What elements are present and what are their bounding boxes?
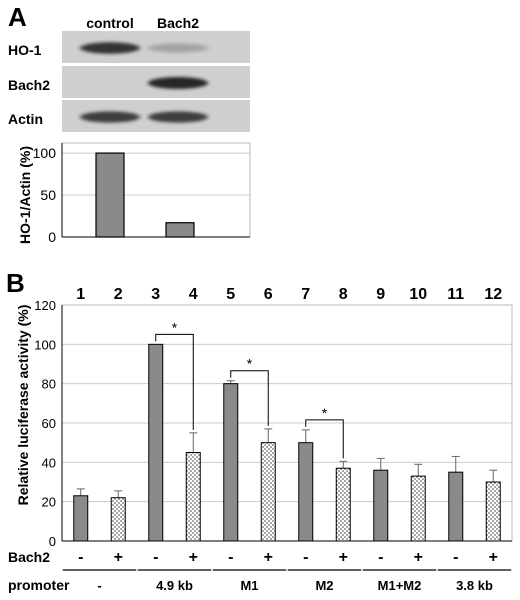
lane-number: 3	[151, 286, 160, 303]
bach2-signs: - + - + - + - + - + - +	[78, 549, 498, 566]
chart-b-bar-7	[298, 442, 314, 542]
chart-a-ytick-label: 0	[48, 229, 56, 245]
chart-a-ylabel: HO-1/Actin (%)	[17, 146, 33, 244]
bach2-sign: +	[339, 549, 348, 566]
bach2-sign: -	[453, 549, 458, 566]
chart-b-ytick-label: 100	[34, 337, 56, 352]
significance-bracket	[155, 333, 194, 430]
significance-asterisk: *	[247, 356, 253, 372]
promoter-group-label: M2	[315, 578, 333, 593]
bach2-sign: +	[189, 549, 198, 566]
bach2-sign: -	[228, 549, 233, 566]
lane-number: 11	[447, 286, 464, 303]
lane-number: 4	[189, 286, 198, 303]
lane-number: 5	[226, 286, 235, 303]
blot-band	[148, 111, 208, 123]
chart-b-bar-1	[73, 495, 89, 542]
significance-asterisk: *	[322, 405, 328, 421]
bach2-sign: +	[264, 549, 273, 566]
lane-numbers: 1 2 3 4 5 6 7 8 9 10 11 12	[76, 286, 502, 303]
bach2-sign: -	[153, 549, 158, 566]
significance-bracket	[230, 370, 269, 426]
bach2-sign: +	[489, 549, 498, 566]
panel-a-letter: A	[8, 2, 27, 32]
lane-number: 6	[264, 286, 273, 303]
chart-b-bar-3	[148, 343, 164, 542]
blot-band	[80, 42, 140, 54]
promoter-group-label: M1	[240, 578, 258, 593]
promoter-group-label: M1+M2	[378, 578, 422, 593]
panel-b-letter: B	[6, 268, 25, 298]
blot-band	[148, 43, 208, 53]
chart-a-frame	[61, 142, 251, 238]
bach2-row-label: Bach2	[8, 549, 50, 565]
blot-row-label-bach2: Bach2	[8, 77, 50, 93]
western-blot	[62, 31, 250, 132]
bach2-sign: +	[414, 549, 423, 566]
chart-a-ytick-label: 100	[33, 145, 57, 161]
blot-band	[148, 77, 208, 89]
chart-b-bar-9	[373, 469, 389, 542]
lane-number: 7	[301, 286, 310, 303]
chart-b-bar-5	[223, 383, 239, 542]
chart-b-bar-4	[185, 452, 201, 542]
bach2-sign: -	[303, 549, 308, 566]
chart-ho1-actin: 0 50 100	[33, 142, 251, 245]
promoter-group-label: -	[97, 578, 101, 593]
promoter-row-label: promoter	[8, 577, 70, 593]
chart-a-bar-control	[95, 152, 125, 238]
significance-asterisk: *	[172, 319, 178, 335]
lane-number: 12	[484, 286, 502, 303]
blot-band	[80, 111, 140, 123]
lane-number: 10	[409, 286, 427, 303]
chart-b-bar-2	[110, 497, 126, 542]
promoter-group-label: 3.8 kb	[456, 578, 493, 593]
promoter-group-label: 4.9 kb	[156, 578, 193, 593]
blot-row-label-ho1: HO-1	[8, 42, 42, 58]
blot-row-label-actin: Actin	[8, 111, 43, 127]
chart-b-ytick-label: 60	[42, 416, 56, 431]
significance-bracket	[305, 419, 344, 459]
promoter-groups: - 4.9 kb M1 M2 M1+M2 3.8 kb	[62, 569, 512, 593]
bach2-sign: -	[78, 549, 83, 566]
chart-b-ytick-label: 20	[42, 495, 56, 510]
bach2-sign: +	[114, 549, 123, 566]
blot-lane-label-control: control	[86, 15, 133, 31]
lane-number: 9	[376, 286, 385, 303]
chart-luciferase: 0 20 40 60 80 100 120 * * *	[34, 298, 513, 549]
lane-number: 1	[76, 286, 85, 303]
bach2-sign: -	[378, 549, 383, 566]
chart-a-bar-bach2	[165, 222, 195, 238]
chart-b-bar-11	[448, 471, 464, 542]
lane-number: 2	[114, 286, 123, 303]
chart-b-ytick-label: 80	[42, 377, 56, 392]
chart-b-bar-6	[260, 442, 276, 542]
lane-number: 8	[339, 286, 348, 303]
blot-lane-label-bach2: Bach2	[157, 15, 199, 31]
chart-b-ytick-label: 120	[34, 298, 56, 313]
chart-b-bar-10	[410, 475, 426, 542]
chart-b-bar-8	[335, 467, 351, 542]
chart-a-ytick-label: 50	[40, 187, 56, 203]
chart-b-bar-12	[485, 481, 501, 542]
chart-b-ylabel: Relative luciferase activity (%)	[15, 305, 31, 506]
chart-b-ytick-label: 40	[42, 455, 56, 470]
chart-b-ytick-label: 0	[49, 534, 56, 549]
